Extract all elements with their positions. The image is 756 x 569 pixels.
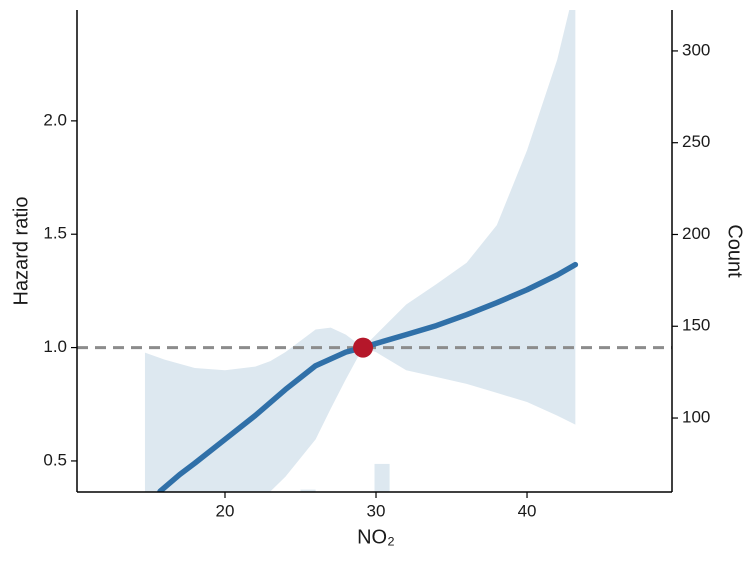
y2-tick-label: 100 (682, 408, 710, 427)
y-tick-label: 1.5 (43, 224, 67, 243)
y-tick-label: 2.0 (43, 110, 67, 129)
x-tick-label: 40 (518, 501, 537, 520)
y2-tick-label: 250 (682, 132, 710, 151)
plot-area (77, 10, 672, 492)
y-tick-label: 0.5 (43, 450, 67, 469)
y-axis-label: Hazard ratio (10, 197, 32, 306)
confidence-band (144, 10, 576, 492)
x-tick-label: 20 (216, 501, 235, 520)
y2-axis-label: Count (724, 224, 746, 278)
x-axis-label: NO₂ (357, 526, 395, 548)
y2-tick-label: 300 (682, 40, 710, 59)
y2-tick-label: 150 (682, 316, 710, 335)
axes (76, 10, 673, 493)
y-tick-label: 1.0 (43, 337, 67, 356)
histogram-bar (300, 489, 316, 492)
reference-point (353, 337, 374, 358)
x-tick-label: 30 (367, 501, 386, 520)
histogram-bar (374, 463, 390, 492)
y2-tick-label: 200 (682, 224, 710, 243)
